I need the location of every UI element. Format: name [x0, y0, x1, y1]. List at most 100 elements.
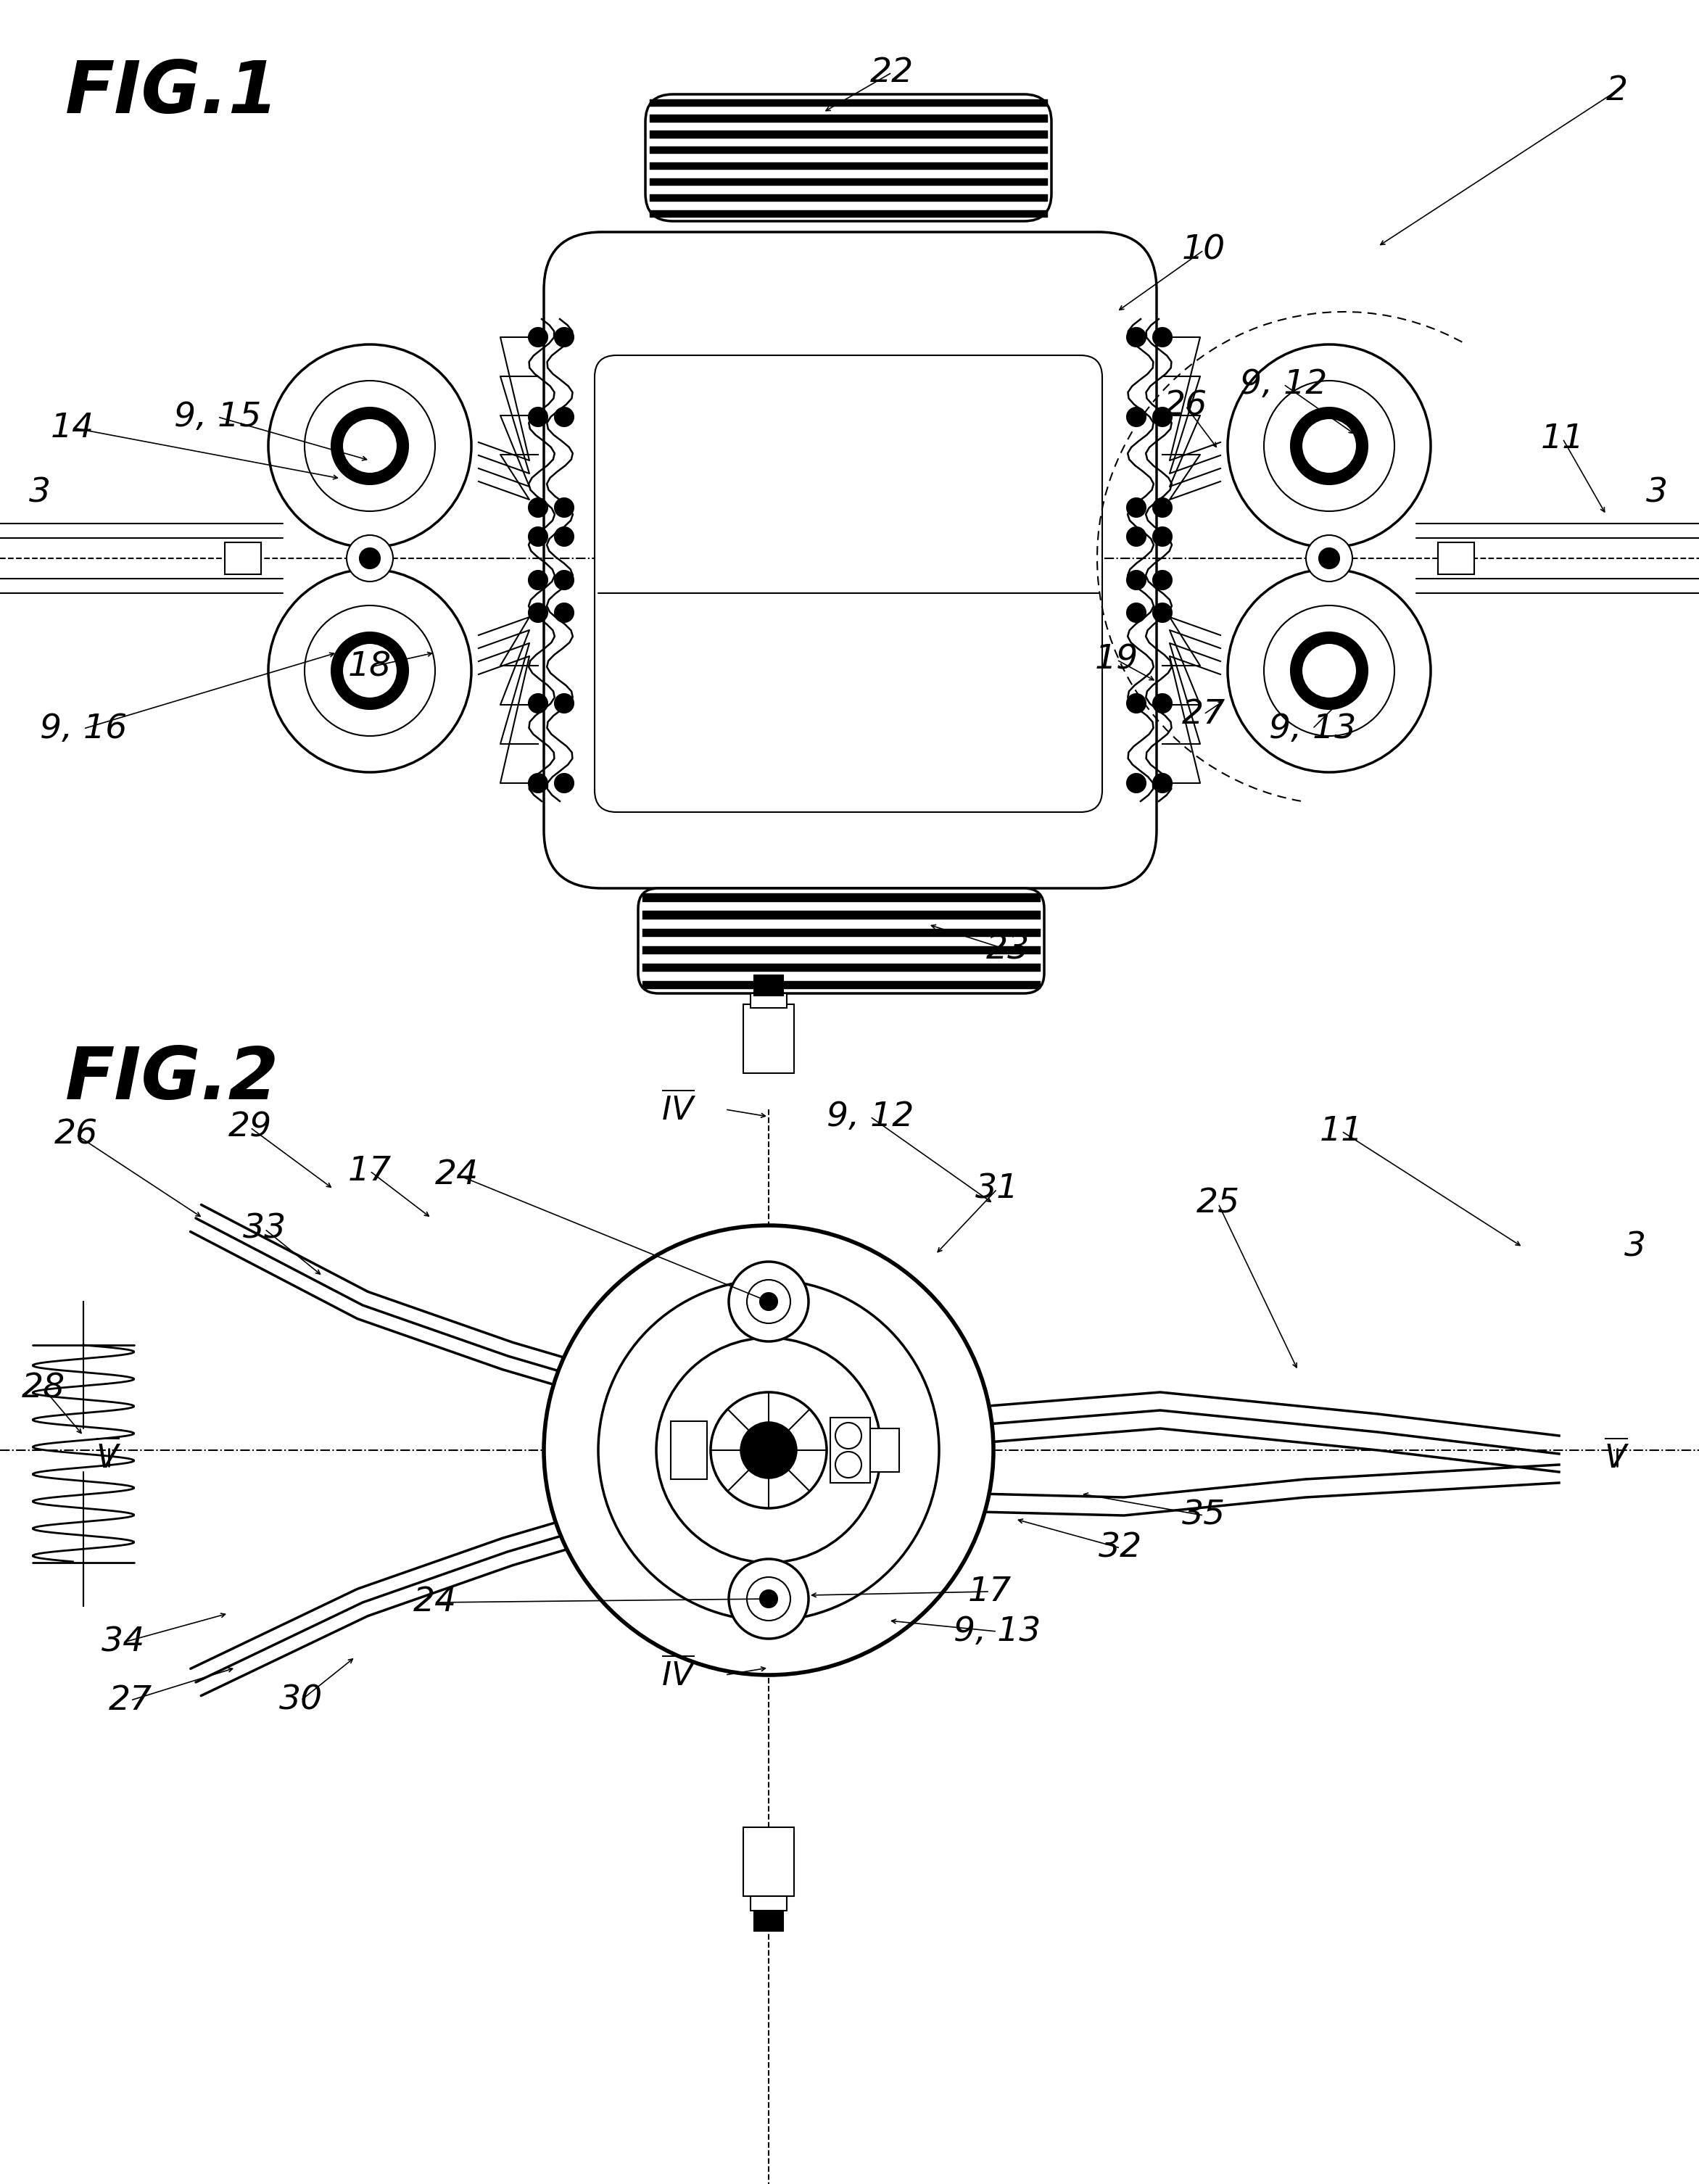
Circle shape	[1228, 570, 1431, 773]
Circle shape	[1126, 773, 1145, 793]
Text: 28: 28	[22, 1372, 65, 1404]
Circle shape	[1307, 535, 1352, 581]
Bar	[870, 1428, 899, 1472]
Text: 2: 2	[1606, 74, 1628, 107]
Circle shape	[598, 1280, 940, 1621]
Circle shape	[528, 773, 547, 793]
Circle shape	[836, 1452, 861, 1479]
Circle shape	[1154, 570, 1172, 590]
Text: 9, 12: 9, 12	[1240, 367, 1327, 400]
Circle shape	[1154, 695, 1172, 712]
Bar	[1437, 542, 1475, 574]
Circle shape	[556, 695, 574, 712]
Text: $\overline{V}$: $\overline{V}$	[1604, 1439, 1629, 1474]
Text: 35: 35	[1183, 1498, 1225, 1531]
Circle shape	[1126, 498, 1145, 518]
Circle shape	[556, 526, 574, 546]
Bar	[224, 542, 262, 574]
Circle shape	[1126, 695, 1145, 712]
Circle shape	[528, 408, 547, 426]
Circle shape	[556, 498, 574, 518]
Text: FIG.2: FIG.2	[65, 1044, 279, 1114]
Circle shape	[1228, 345, 1431, 548]
Bar	[742, 1828, 793, 1896]
Circle shape	[304, 605, 435, 736]
Circle shape	[1154, 498, 1172, 518]
Bar	[751, 1896, 787, 1911]
Circle shape	[1126, 603, 1145, 622]
Circle shape	[1318, 548, 1339, 568]
Text: 9, 13: 9, 13	[953, 1616, 1041, 1647]
Circle shape	[836, 1422, 861, 1448]
Bar	[742, 1005, 793, 1072]
Circle shape	[1154, 773, 1172, 793]
Text: 27: 27	[109, 1684, 153, 1717]
Circle shape	[544, 1225, 994, 1675]
Text: FIG.1: FIG.1	[65, 59, 279, 129]
FancyBboxPatch shape	[595, 356, 1103, 812]
Text: $\overline{IV}$: $\overline{IV}$	[661, 1658, 697, 1693]
Bar	[671, 1422, 707, 1479]
Text: 22: 22	[870, 57, 914, 90]
Circle shape	[710, 1391, 827, 1509]
Text: $\overline{V}$: $\overline{V}$	[97, 1439, 121, 1474]
Circle shape	[528, 498, 547, 518]
Text: 14: 14	[51, 411, 95, 443]
Circle shape	[556, 603, 574, 622]
Circle shape	[1291, 408, 1368, 485]
Text: 9, 12: 9, 12	[826, 1101, 914, 1133]
FancyBboxPatch shape	[544, 232, 1157, 889]
Circle shape	[748, 1577, 790, 1621]
Text: 10: 10	[1183, 234, 1225, 266]
Text: 3: 3	[29, 476, 51, 509]
Text: 32: 32	[1099, 1531, 1142, 1564]
Text: 26: 26	[1164, 389, 1208, 422]
Text: 24: 24	[413, 1586, 457, 1618]
Text: 31: 31	[975, 1173, 1019, 1206]
Circle shape	[1264, 605, 1395, 736]
Circle shape	[556, 773, 574, 793]
Circle shape	[1301, 642, 1358, 699]
Text: 9, 15: 9, 15	[173, 400, 262, 432]
Text: 19: 19	[1094, 644, 1138, 677]
Text: 11: 11	[1541, 422, 1585, 454]
Circle shape	[341, 642, 398, 699]
Circle shape	[1126, 328, 1145, 347]
Text: 30: 30	[279, 1684, 323, 1717]
Circle shape	[1126, 526, 1145, 546]
Circle shape	[528, 570, 547, 590]
Circle shape	[1154, 603, 1172, 622]
Text: $\overline{IV}$: $\overline{IV}$	[661, 1092, 697, 1127]
Circle shape	[729, 1262, 809, 1341]
Circle shape	[759, 1293, 778, 1310]
Circle shape	[528, 526, 547, 546]
Text: 18: 18	[348, 651, 392, 684]
Text: 24: 24	[435, 1158, 479, 1190]
Circle shape	[331, 408, 408, 485]
Circle shape	[528, 603, 547, 622]
Bar	[751, 994, 787, 1007]
Circle shape	[748, 1280, 790, 1324]
Bar	[754, 1911, 783, 1931]
Circle shape	[347, 535, 392, 581]
Text: 26: 26	[54, 1118, 99, 1151]
Circle shape	[1264, 380, 1395, 511]
Text: 17: 17	[348, 1155, 392, 1188]
Circle shape	[1301, 419, 1358, 474]
Circle shape	[1291, 633, 1368, 710]
Bar	[754, 976, 783, 996]
Circle shape	[556, 570, 574, 590]
FancyBboxPatch shape	[639, 889, 1045, 994]
Circle shape	[528, 695, 547, 712]
Circle shape	[1126, 408, 1145, 426]
Circle shape	[331, 633, 408, 710]
Text: 3: 3	[1646, 476, 1668, 509]
Circle shape	[1154, 328, 1172, 347]
Text: 34: 34	[102, 1627, 144, 1658]
Circle shape	[556, 328, 574, 347]
FancyBboxPatch shape	[646, 94, 1052, 221]
Text: 9, 13: 9, 13	[1269, 712, 1356, 745]
Circle shape	[741, 1422, 797, 1479]
Circle shape	[268, 570, 471, 773]
Circle shape	[268, 345, 471, 548]
